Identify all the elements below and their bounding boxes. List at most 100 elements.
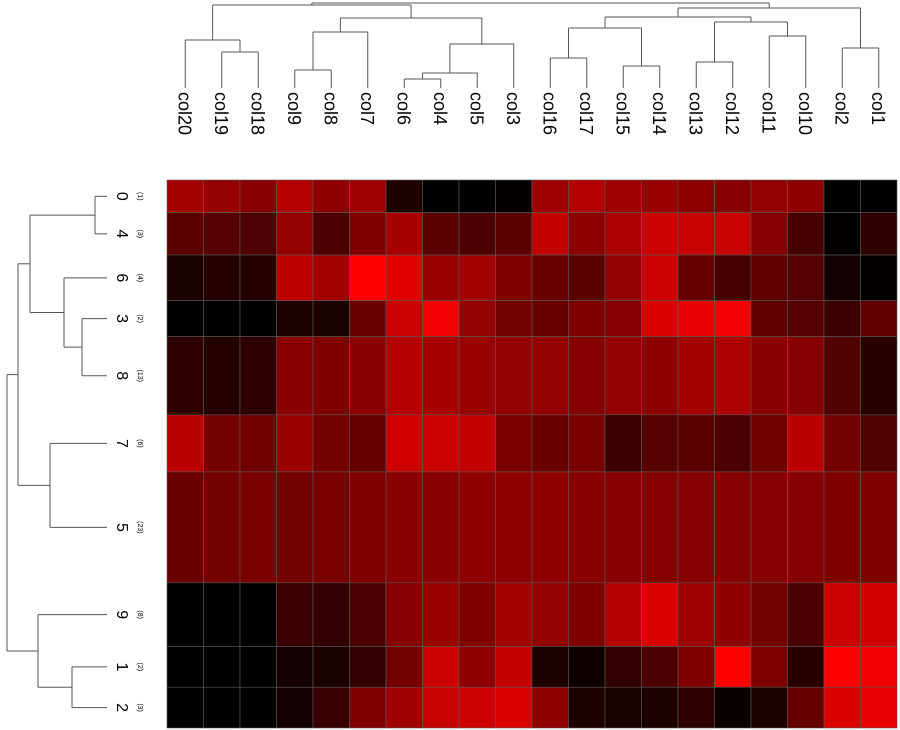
heatmap-cell	[349, 179, 387, 213]
heatmap-cell	[349, 686, 387, 729]
heatmap-cell	[860, 300, 898, 337]
column-label: col5	[466, 92, 486, 125]
heatmap-cell	[349, 254, 387, 301]
heatmap-cell	[495, 646, 533, 688]
heatmap-cell	[677, 414, 715, 473]
heatmap-cell	[568, 471, 606, 584]
heatmap-cell	[239, 254, 277, 301]
heatmap-cell	[349, 582, 387, 647]
heatmap-cell	[203, 300, 241, 337]
heatmap-cell	[385, 686, 423, 729]
heatmap-cell	[787, 582, 825, 647]
column-label: col7	[357, 92, 377, 125]
heatmap-cell	[787, 686, 825, 729]
heatmap-cell	[860, 471, 898, 584]
heatmap-cell	[641, 582, 679, 647]
heatmap-cell	[458, 300, 496, 337]
heatmap-cell	[568, 582, 606, 647]
heatmap-cell	[312, 254, 350, 301]
heatmap-cell	[203, 414, 241, 473]
heatmap-cell	[312, 686, 350, 729]
heatmap-cell	[495, 414, 533, 473]
heatmap-cell	[276, 179, 314, 213]
heatmap-cell	[422, 254, 460, 301]
row-label: 8	[113, 371, 130, 380]
heatmap-cell	[458, 336, 496, 416]
heatmap-cell	[458, 582, 496, 647]
heatmap-cell	[677, 179, 715, 213]
heatmap-cell	[385, 300, 423, 337]
heatmap-cell	[239, 582, 277, 647]
heatmap-cell	[422, 414, 460, 473]
heatmap-cell	[787, 300, 825, 337]
column-label: col1	[868, 92, 888, 125]
row-label: 1	[113, 662, 130, 671]
heatmap-cell	[349, 414, 387, 473]
heatmap-cell	[312, 646, 350, 688]
row-label: 9	[113, 610, 130, 619]
column-label: col20	[174, 92, 194, 135]
heatmap-cell	[166, 686, 204, 729]
column-label: col17	[576, 92, 596, 135]
heatmap-cell	[385, 582, 423, 647]
column-dendrogram	[184, 2, 880, 88]
heatmap-cell	[641, 300, 679, 337]
heatmap-cell	[531, 212, 569, 256]
heatmap-cell	[823, 646, 861, 688]
column-label: col18	[247, 92, 267, 135]
heatmap-cell	[568, 336, 606, 416]
heatmap-cell	[531, 471, 569, 584]
heatmap-cell	[166, 254, 204, 301]
heatmap-cell	[166, 414, 204, 473]
heatmap-cell	[166, 471, 204, 584]
heatmap-cell	[166, 212, 204, 256]
heatmap-cell	[714, 686, 752, 729]
heatmap-cell	[860, 686, 898, 729]
heatmap-cell	[568, 300, 606, 337]
heatmap-cell	[568, 414, 606, 473]
heatmap-cell	[422, 212, 460, 256]
heatmap-cell	[531, 179, 569, 213]
heatmap-cell	[677, 212, 715, 256]
heatmap-cell	[531, 414, 569, 473]
heatmap-cell	[276, 646, 314, 688]
heatmap-cell	[714, 414, 752, 473]
heatmap-cell	[787, 471, 825, 584]
heatmap-cell	[750, 300, 788, 337]
row-count-label: (8)	[136, 610, 143, 619]
heatmap-cell	[166, 646, 204, 688]
heatmap-cell	[239, 686, 277, 729]
heatmap-cell	[312, 179, 350, 213]
heatmap-cell	[312, 582, 350, 647]
row-count-label: (1)	[136, 192, 143, 201]
heatmap-cell	[641, 471, 679, 584]
heatmap-cell	[239, 414, 277, 473]
row-label: 5	[113, 523, 130, 532]
heatmap-cell	[604, 471, 642, 584]
heatmap-cell	[750, 646, 788, 688]
heatmap-cell	[604, 646, 642, 688]
heatmap-cell	[641, 686, 679, 729]
heatmap-cell	[495, 582, 533, 647]
heatmap-cell	[495, 686, 533, 729]
heatmap-cell	[458, 471, 496, 584]
column-label: col6	[393, 92, 413, 125]
heatmap-cell	[677, 686, 715, 729]
heatmap-cell	[714, 471, 752, 584]
heatmap-cells	[166, 179, 898, 729]
heatmap-cell	[312, 300, 350, 337]
heatmap-cell	[860, 582, 898, 647]
heatmap-cell	[385, 646, 423, 688]
heatmap-cell	[823, 254, 861, 301]
heatmap-cell	[495, 336, 533, 416]
heatmap-cell	[823, 179, 861, 213]
column-labels: col20 col19 col18 col9 col8 col7 col6 col4 col5 c…	[174, 92, 888, 135]
heatmap-cell	[604, 300, 642, 337]
heatmap-cell	[276, 336, 314, 416]
heatmap-cell	[495, 212, 533, 256]
heatmap-cell	[349, 471, 387, 584]
heatmap-cell	[385, 414, 423, 473]
row-count-label: (3)	[136, 703, 143, 712]
column-label: col13	[685, 92, 705, 135]
